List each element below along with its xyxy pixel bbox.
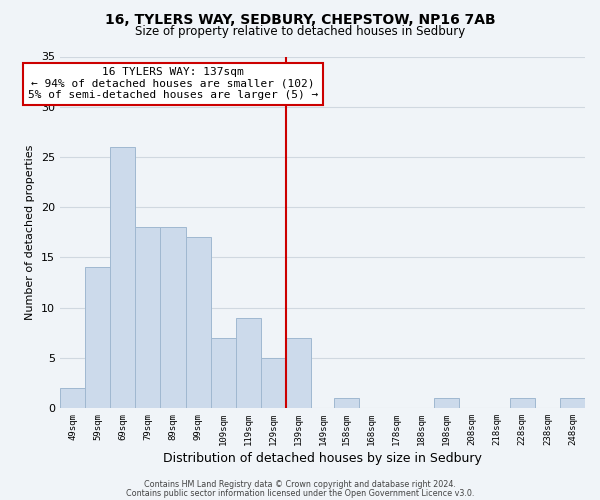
Bar <box>60 388 85 408</box>
Text: 16 TYLERS WAY: 137sqm
← 94% of detached houses are smaller (102)
5% of semi-deta: 16 TYLERS WAY: 137sqm ← 94% of detached … <box>28 67 318 100</box>
Text: Contains public sector information licensed under the Open Government Licence v3: Contains public sector information licen… <box>126 488 474 498</box>
Bar <box>211 338 236 408</box>
Bar <box>509 398 535 408</box>
Bar <box>185 237 211 408</box>
Bar <box>136 227 160 408</box>
Bar <box>236 318 261 408</box>
Bar <box>560 398 585 408</box>
Text: Size of property relative to detached houses in Sedbury: Size of property relative to detached ho… <box>135 25 465 38</box>
Y-axis label: Number of detached properties: Number of detached properties <box>25 144 35 320</box>
X-axis label: Distribution of detached houses by size in Sedbury: Distribution of detached houses by size … <box>163 452 482 465</box>
Bar <box>334 398 359 408</box>
Text: 16, TYLERS WAY, SEDBURY, CHEPSTOW, NP16 7AB: 16, TYLERS WAY, SEDBURY, CHEPSTOW, NP16 … <box>104 12 496 26</box>
Bar <box>110 147 136 408</box>
Bar <box>261 358 286 408</box>
Text: Contains HM Land Registry data © Crown copyright and database right 2024.: Contains HM Land Registry data © Crown c… <box>144 480 456 489</box>
Bar <box>160 227 185 408</box>
Bar <box>286 338 311 408</box>
Bar <box>434 398 460 408</box>
Bar <box>85 268 110 408</box>
